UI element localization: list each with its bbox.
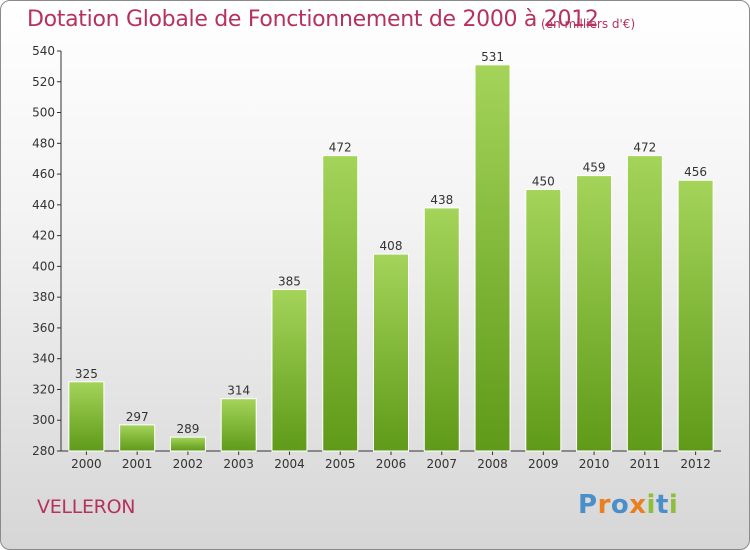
- y-tick-label: 320: [32, 382, 55, 396]
- bar-2005: [322, 155, 359, 452]
- logo-letter: t: [655, 490, 669, 520]
- chart-axes: 280 300 320 340 360 380 400 420 440 460 480 500 520 5…: [32, 44, 721, 471]
- x-tick-label-2011: 2011: [630, 457, 661, 471]
- bar-2002: [169, 436, 206, 452]
- bar-2008: [474, 64, 511, 452]
- x-tick-label-2009: 2009: [528, 457, 559, 471]
- bar-2011: [626, 155, 663, 452]
- y-tick-label: 460: [32, 167, 55, 181]
- x-tick-label-2010: 2010: [579, 457, 610, 471]
- value-label-2004: 385: [278, 274, 301, 288]
- x-tick-label-2003: 2003: [223, 457, 254, 471]
- logo-letter: r: [597, 490, 611, 520]
- logo-letter: i: [646, 490, 656, 520]
- y-tick-label: 540: [32, 44, 55, 58]
- y-tick-label: 440: [32, 198, 55, 212]
- logo-letter: i: [668, 490, 679, 520]
- value-label-2012: 456: [684, 165, 707, 179]
- x-tick-label-2012: 2012: [680, 457, 711, 471]
- logo-letter: x: [629, 490, 647, 520]
- y-tick-label: 380: [32, 290, 55, 304]
- y-tick-label: 340: [32, 352, 55, 366]
- y-tick-label: 280: [32, 444, 55, 458]
- value-label-2003: 314: [227, 384, 250, 398]
- value-label-2005: 472: [329, 141, 352, 155]
- chart-bars: [68, 64, 714, 452]
- x-tick-label-2000: 2000: [71, 457, 102, 471]
- y-tick-label: 300: [32, 413, 55, 427]
- value-label-2006: 408: [380, 239, 403, 253]
- x-tick-label-2002: 2002: [173, 457, 204, 471]
- bar-2004: [271, 288, 308, 452]
- bar-2009: [525, 188, 562, 452]
- bar-2010: [576, 175, 613, 452]
- value-label-2009: 450: [532, 174, 555, 188]
- value-label-2001: 297: [126, 410, 149, 424]
- chart-value-labels: 325 297 289 314 385 472 408 438 531 450 459 472 456: [75, 50, 707, 436]
- bar-2000: [68, 381, 105, 452]
- y-tick-label: 360: [32, 321, 55, 335]
- x-tick-label-2006: 2006: [376, 457, 407, 471]
- bar-2006: [373, 253, 409, 452]
- bar-2003: [220, 398, 257, 452]
- value-label-2007: 438: [430, 193, 453, 207]
- bar-2007: [423, 207, 460, 452]
- y-tick-label: 520: [32, 75, 55, 89]
- y-tick-label: 400: [32, 259, 55, 273]
- logo-letter: P: [578, 490, 598, 520]
- value-label-2002: 289: [176, 422, 199, 436]
- x-tick-label-2008: 2008: [477, 457, 508, 471]
- bar-2012: [677, 179, 714, 452]
- commune-name: VELLERON: [37, 496, 136, 518]
- y-tick-label: 480: [32, 136, 55, 150]
- value-label-2000: 325: [75, 367, 98, 381]
- proxiti-logo: Proxiti: [578, 490, 678, 520]
- x-tick-label-2001: 2001: [122, 457, 153, 471]
- bar-2001: [119, 424, 156, 452]
- y-tick-label: 420: [32, 229, 55, 243]
- logo-letter: o: [610, 490, 630, 520]
- chart-title: Dotation Globale de Fonctionnement de 20…: [27, 7, 599, 32]
- chart-unit: (en milliers d'€): [541, 17, 636, 31]
- value-label-2008: 531: [481, 50, 504, 64]
- value-label-2011: 472: [633, 141, 656, 155]
- x-tick-label-2004: 2004: [274, 457, 305, 471]
- x-tick-label-2007: 2007: [426, 457, 457, 471]
- y-tick-label: 500: [32, 106, 55, 120]
- x-tick-label-2005: 2005: [325, 457, 356, 471]
- value-label-2010: 459: [583, 161, 606, 175]
